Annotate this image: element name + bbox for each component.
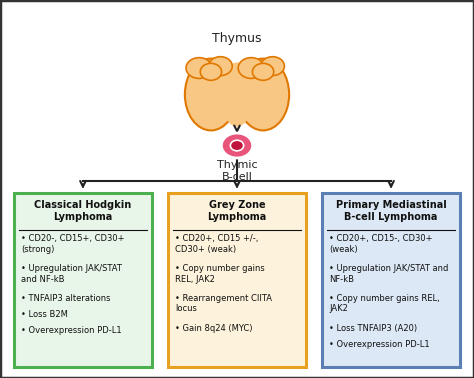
Ellipse shape (220, 62, 254, 127)
Text: Primary Mediastinal
B-cell Lymphoma: Primary Mediastinal B-cell Lymphoma (336, 200, 447, 222)
Ellipse shape (253, 64, 274, 81)
Text: • Copy number gains REL,
JAK2: • Copy number gains REL, JAK2 (329, 294, 440, 313)
Text: • Gain 8q24 (MYC): • Gain 8q24 (MYC) (175, 324, 253, 333)
Ellipse shape (238, 57, 264, 78)
Ellipse shape (185, 59, 237, 130)
Text: • Loss TNFAIP3 (A20): • Loss TNFAIP3 (A20) (329, 324, 418, 333)
FancyBboxPatch shape (168, 193, 306, 367)
Text: Thymic
B-cell: Thymic B-cell (217, 160, 257, 182)
Text: • Upregulation JAK/STAT
and NF-kB: • Upregulation JAK/STAT and NF-kB (21, 264, 122, 284)
Text: • Rearrangement CIITA
locus: • Rearrangement CIITA locus (175, 294, 273, 313)
Text: Classical Hodgkin
Lymphoma: Classical Hodgkin Lymphoma (34, 200, 132, 222)
Ellipse shape (209, 57, 232, 76)
Text: • TNFAIP3 alterations: • TNFAIP3 alterations (21, 294, 111, 303)
Ellipse shape (261, 57, 284, 76)
Text: • CD20+, CD15-, CD30+
(weak): • CD20+, CD15-, CD30+ (weak) (329, 234, 433, 254)
Ellipse shape (186, 57, 212, 78)
Text: • Copy number gains
REL, JAK2: • Copy number gains REL, JAK2 (175, 264, 265, 284)
Ellipse shape (237, 59, 289, 130)
Text: • CD20+, CD15 +/-,
CD30+ (weak): • CD20+, CD15 +/-, CD30+ (weak) (175, 234, 259, 254)
Circle shape (230, 140, 244, 151)
Text: Thymus: Thymus (212, 33, 262, 45)
Text: • Overexpression PD-L1: • Overexpression PD-L1 (21, 326, 122, 335)
FancyBboxPatch shape (14, 193, 152, 367)
Circle shape (221, 133, 253, 158)
Text: • Overexpression PD-L1: • Overexpression PD-L1 (329, 340, 430, 349)
Text: • Upregulation JAK/STAT and
NF-kB: • Upregulation JAK/STAT and NF-kB (329, 264, 449, 284)
Text: Grey Zone
Lymphoma: Grey Zone Lymphoma (207, 200, 266, 222)
Text: • CD20-, CD15+, CD30+
(strong): • CD20-, CD15+, CD30+ (strong) (21, 234, 125, 254)
FancyBboxPatch shape (322, 193, 460, 367)
Ellipse shape (200, 64, 221, 81)
Text: • Loss B2M: • Loss B2M (21, 310, 68, 319)
